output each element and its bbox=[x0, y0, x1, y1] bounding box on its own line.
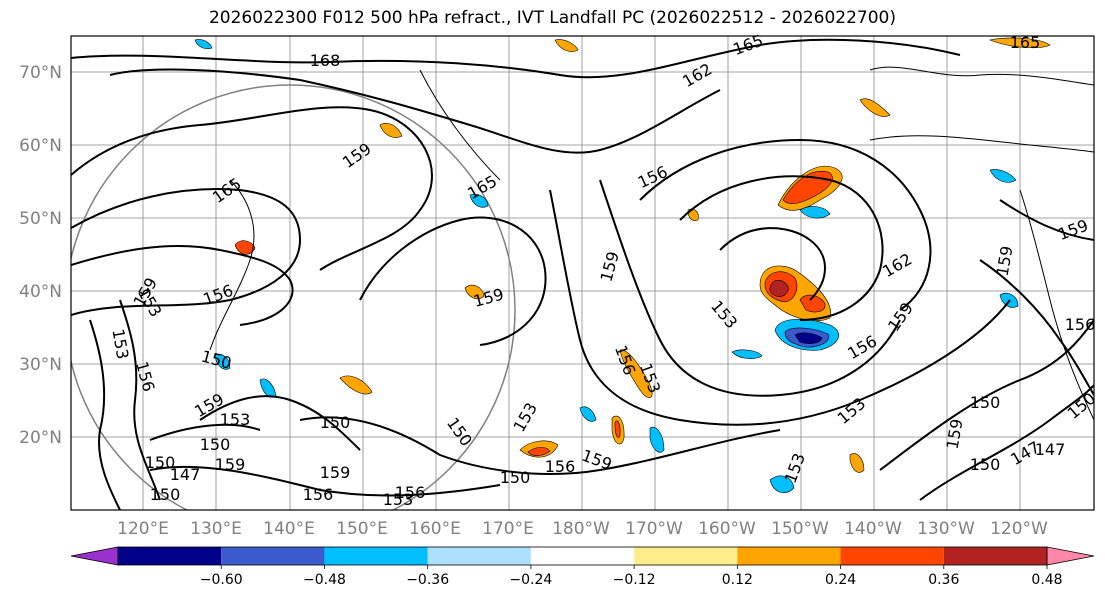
graticule bbox=[71, 36, 1094, 510]
colorbar-swatch bbox=[324, 547, 428, 565]
colorbar-tick-label: −0.60 bbox=[200, 572, 243, 588]
coastlines bbox=[209, 66, 1094, 421]
colorbar-outline bbox=[117, 546, 1048, 566]
colorbar-extend-low bbox=[70, 546, 119, 566]
contour-label: 147 bbox=[170, 465, 201, 484]
contour-label: 147 bbox=[1035, 440, 1066, 459]
colorbar-swatch bbox=[427, 547, 531, 565]
contour-label: 150 bbox=[970, 393, 1001, 412]
lon-label: 120°E bbox=[117, 519, 169, 539]
colorbar-tick-label: −0.12 bbox=[613, 572, 656, 588]
colorbar-swatch bbox=[118, 547, 222, 565]
lon-label: 140°W bbox=[844, 519, 902, 539]
contour-label: 153 bbox=[383, 490, 414, 509]
colorbar-swatch bbox=[737, 547, 841, 565]
lon-label: 180°W bbox=[552, 519, 610, 539]
lon-label: 150°W bbox=[771, 519, 829, 539]
range-circle bbox=[71, 84, 516, 510]
contour-label: 159 bbox=[320, 463, 351, 482]
lon-label: 170°E bbox=[482, 519, 534, 539]
colorbar-tick-label: −0.36 bbox=[406, 572, 449, 588]
colorbar-extend-high bbox=[1046, 546, 1095, 566]
colorbar-swatch bbox=[840, 547, 944, 565]
contour-label: 150 bbox=[150, 485, 181, 504]
contour-label: 159 bbox=[215, 455, 246, 474]
refractivity-contours bbox=[71, 38, 1094, 510]
map-frame bbox=[70, 35, 1095, 511]
contour-label: 156 bbox=[395, 483, 426, 502]
lat-label: 40°N bbox=[19, 282, 62, 302]
lon-label: 160°E bbox=[409, 519, 461, 539]
colorbar-swatch bbox=[530, 547, 635, 565]
contour-label: 165 bbox=[1010, 33, 1041, 52]
colorbar: −0.60 −0.48 −0.36 −0.24 −0.12 0.12 0.24 0.36 0.4… bbox=[70, 546, 1095, 588]
lon-label: 130°W bbox=[917, 519, 975, 539]
latitude-labels: 70°N 60°N 50°N 40°N 30°N 20°N bbox=[19, 63, 62, 448]
lon-label: 120°W bbox=[990, 519, 1048, 539]
contour-label: 150 bbox=[970, 455, 1001, 474]
contour-label: 156 bbox=[545, 457, 576, 476]
lat-label: 50°N bbox=[19, 209, 62, 229]
lon-label: 160°W bbox=[698, 519, 756, 539]
contour-label: 150 bbox=[320, 413, 351, 432]
colorbar-tick-label: −0.24 bbox=[509, 572, 552, 588]
lat-label: 70°N bbox=[19, 63, 62, 83]
colorbar-swatch bbox=[634, 547, 738, 565]
colorbar-tick-label: 0.48 bbox=[1031, 572, 1062, 588]
colorbar-tick-label: 0.24 bbox=[825, 572, 856, 588]
contour-label: 156 bbox=[1065, 315, 1096, 334]
lon-label: 140°E bbox=[263, 519, 315, 539]
contour-label: 150 bbox=[500, 468, 531, 487]
contour-label: 150 bbox=[145, 453, 176, 472]
lat-label: 30°N bbox=[19, 355, 62, 375]
lat-label: 20°N bbox=[19, 428, 62, 448]
colorbar-tick-label: 0.36 bbox=[928, 572, 959, 588]
colorbar-tick-label: −0.48 bbox=[303, 572, 346, 588]
colorbar-swatch bbox=[221, 547, 325, 565]
colorbar-swatch bbox=[943, 547, 1047, 565]
contour-label: 150 bbox=[200, 435, 231, 454]
lon-label: 130°E bbox=[190, 519, 242, 539]
colorbar-tick-label: 0.12 bbox=[722, 572, 753, 588]
map-area bbox=[71, 36, 1094, 510]
longitude-labels: 120°E 130°E 140°E 150°E 160°E 170°E 180°W 170°W… bbox=[117, 519, 1048, 539]
lon-label: 170°W bbox=[625, 519, 683, 539]
lat-label: 60°N bbox=[19, 136, 62, 156]
contour-label: 168 bbox=[310, 51, 341, 70]
contour-label: 156 bbox=[303, 485, 334, 504]
map-title: 2026022300 F012 500 hPa refract., IVT La… bbox=[208, 8, 896, 28]
contour-label: 153 bbox=[220, 410, 251, 429]
lon-label: 150°E bbox=[336, 519, 388, 539]
anomaly-patches bbox=[194, 37, 1051, 493]
